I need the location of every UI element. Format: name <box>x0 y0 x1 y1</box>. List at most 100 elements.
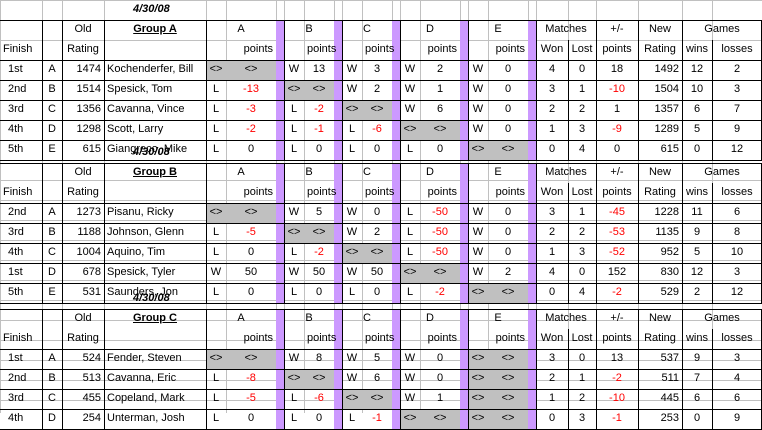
self-match-marker[interactable]: <> <box>501 392 515 404</box>
match-points[interactable]: 0 <box>247 286 255 298</box>
match-result[interactable]: W <box>346 226 358 238</box>
match-result[interactable]: W <box>472 266 484 278</box>
player-name[interactable]: Pisanu, Ricky <box>107 206 174 218</box>
column-header-b[interactable]: B <box>305 23 313 35</box>
plusminus-points[interactable]: 152 <box>607 266 627 278</box>
match-result[interactable]: W <box>404 352 416 364</box>
match-points[interactable]: -2 <box>314 246 324 258</box>
header-points[interactable]: points <box>427 186 457 198</box>
match-points[interactable]: -2 <box>435 286 445 298</box>
self-match-marker[interactable]: <> <box>471 372 485 384</box>
match-result[interactable]: W <box>472 83 484 95</box>
games-losses[interactable]: 10 <box>730 246 744 258</box>
finish-place[interactable]: 4th <box>8 246 24 258</box>
plusminus-points[interactable]: -52 <box>609 246 625 258</box>
player-name[interactable]: Kochenderfer, Bill <box>107 63 194 75</box>
new-rating[interactable]: 1504 <box>654 83 679 95</box>
match-result[interactable]: W <box>346 352 358 364</box>
header-won[interactable]: Won <box>540 332 564 344</box>
header-new[interactable]: New <box>648 166 671 178</box>
match-result[interactable]: L <box>290 392 298 404</box>
new-rating[interactable]: 511 <box>661 372 679 384</box>
match-result[interactable]: L <box>212 103 220 115</box>
plusminus-points[interactable]: -10 <box>609 392 625 404</box>
column-header-a[interactable]: A <box>237 23 245 35</box>
self-match-marker[interactable]: <> <box>433 266 447 278</box>
match-result[interactable]: L <box>212 412 220 424</box>
matches-lost[interactable]: 3 <box>578 412 586 424</box>
header-points[interactable]: points <box>307 186 337 198</box>
match-points[interactable]: -1 <box>372 412 382 424</box>
matches-lost[interactable]: 2 <box>578 392 586 404</box>
header-losses[interactable]: losses <box>721 43 753 55</box>
self-match-marker[interactable]: <> <box>209 63 223 75</box>
header-won[interactable]: Won <box>540 186 564 198</box>
games-wins[interactable]: 0 <box>693 412 701 424</box>
match-result[interactable]: W <box>404 372 416 384</box>
matches-won[interactable]: 2 <box>548 103 556 115</box>
player-name[interactable]: Cavanna, Eric <box>107 372 177 384</box>
match-points[interactable]: 0 <box>315 286 323 298</box>
player-letter[interactable]: A <box>48 206 56 218</box>
player-name[interactable]: Fender, Steven <box>107 352 182 364</box>
match-points[interactable]: 6 <box>436 103 444 115</box>
match-points[interactable]: -3 <box>246 103 256 115</box>
match-points[interactable]: 0 <box>247 143 255 155</box>
match-points[interactable]: 0 <box>504 246 512 258</box>
self-match-marker[interactable]: <> <box>244 63 258 75</box>
games-losses[interactable]: 2 <box>733 63 741 75</box>
match-result[interactable]: W <box>346 206 358 218</box>
games-losses[interactable]: 3 <box>733 83 741 95</box>
games-losses[interactable]: 3 <box>733 266 741 278</box>
old-rating[interactable]: 1188 <box>77 226 101 238</box>
match-result[interactable]: L <box>290 143 298 155</box>
header-points[interactable]: points <box>365 186 395 198</box>
player-letter[interactable]: D <box>48 266 56 278</box>
match-points[interactable]: -5 <box>246 226 256 238</box>
games-losses[interactable]: 6 <box>733 206 741 218</box>
match-points[interactable]: 0 <box>315 143 323 155</box>
column-header-c[interactable]: C <box>363 166 371 178</box>
finish-place[interactable]: 1st <box>8 63 23 75</box>
matches-lost[interactable]: 1 <box>578 206 586 218</box>
old-rating[interactable]: 455 <box>82 392 101 404</box>
header-matches[interactable]: Matches <box>545 312 587 324</box>
header-won[interactable]: Won <box>540 43 564 55</box>
match-result[interactable]: W <box>346 266 358 278</box>
player-letter[interactable]: A <box>48 63 56 75</box>
match-points[interactable]: 5 <box>315 206 323 218</box>
self-match-marker[interactable]: <> <box>433 412 447 424</box>
plusminus-points[interactable]: -2 <box>612 372 622 384</box>
header-wins[interactable]: wins <box>685 332 708 344</box>
match-points[interactable]: 0 <box>504 83 512 95</box>
header-points[interactable]: points <box>307 43 337 55</box>
player-letter[interactable]: B <box>48 226 56 238</box>
match-result[interactable]: W <box>472 206 484 218</box>
games-losses[interactable]: 12 <box>730 286 744 298</box>
match-points[interactable]: 2 <box>504 266 512 278</box>
player-name[interactable]: Spesick, Tom <box>107 83 173 95</box>
old-rating[interactable]: 254 <box>82 412 101 424</box>
finish-place[interactable]: 3rd <box>8 226 24 238</box>
header-finish[interactable]: Finish <box>3 332 33 344</box>
self-match-marker[interactable]: <> <box>403 123 417 135</box>
match-points[interactable]: 0 <box>436 352 444 364</box>
games-losses[interactable]: 6 <box>733 392 741 404</box>
matches-won[interactable]: 0 <box>548 286 556 298</box>
finish-place[interactable]: 5th <box>8 286 24 298</box>
self-match-marker[interactable]: <> <box>287 83 301 95</box>
header-wins[interactable]: wins <box>685 186 708 198</box>
self-match-marker[interactable]: <> <box>312 83 326 95</box>
match-result[interactable]: L <box>348 412 356 424</box>
header-points[interactable]: points <box>495 186 525 198</box>
matches-lost[interactable]: 3 <box>578 123 586 135</box>
group-name[interactable]: Group B <box>133 166 177 178</box>
player-name[interactable]: Giangreco, Mike <box>107 143 188 155</box>
match-result[interactable]: L <box>348 286 356 298</box>
match-points[interactable]: 2 <box>373 83 381 95</box>
new-rating[interactable]: 1289 <box>654 123 679 135</box>
new-rating[interactable]: 1357 <box>654 103 679 115</box>
new-rating[interactable]: 445 <box>660 392 679 404</box>
player-name[interactable]: Scott, Larry <box>107 123 164 135</box>
self-match-marker[interactable]: <> <box>501 286 515 298</box>
